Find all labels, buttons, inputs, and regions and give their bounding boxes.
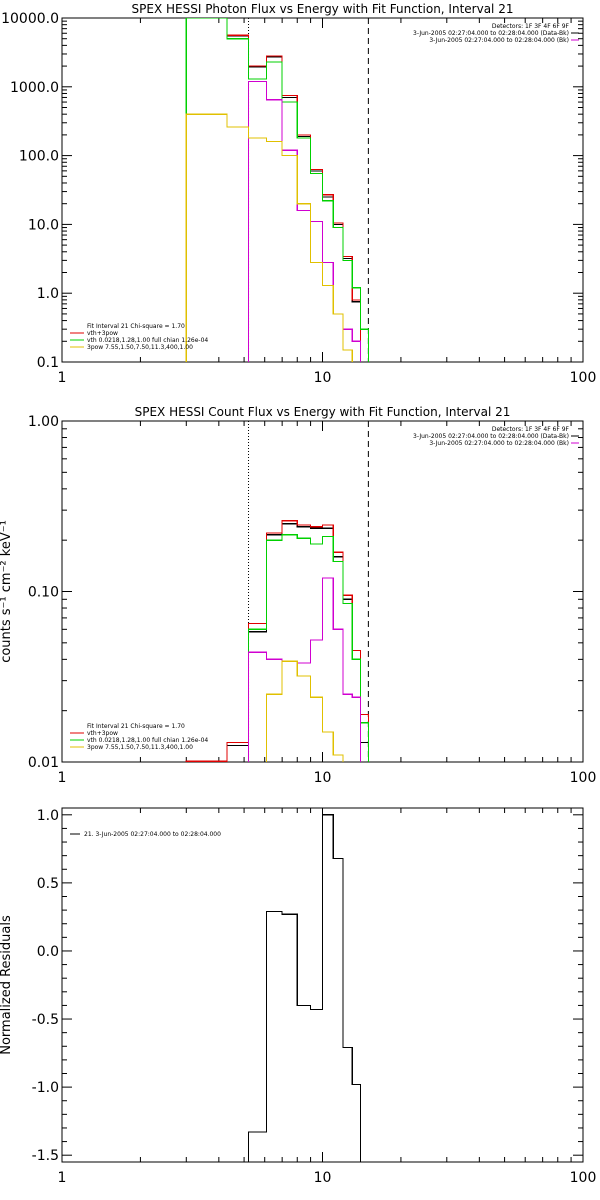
y-tick-label: 10.0 [28, 217, 59, 233]
panel-3: 1 10 100 -1.5 -1.0 -0.5 0.0 0.5 1.0 Normalized Re… [0, 807, 597, 1186]
series-4-line [247, 80, 362, 362]
legend-entry: Detectors: 1F 3F 4F 6F 9F [492, 426, 570, 433]
legend-entry: Fit Interval 21 Chi-square = 1.70 [87, 323, 185, 330]
chart-title: SPEX HESSI Count Flux vs Energy with Fit… [135, 405, 511, 419]
legend-entry: 3pow 7.55,1.50,7.50,11.3,400,1.00 [87, 744, 193, 751]
legend-entry: 21. 3-Jun-2005 02:27:04.000 to 02:28:04.… [84, 831, 221, 838]
series-4-line [247, 577, 362, 762]
y-tick-label: -0.5 [32, 1012, 59, 1028]
y-tick-label: 0.01 [28, 755, 59, 771]
legend-entry: 3-Jun-2005 02:27:04.000 to 02:28:04.000 … [429, 37, 569, 44]
x-tick-label: 1 [58, 770, 67, 786]
legend-entry: 3pow 7.55,1.50,7.50,11.3,400,1.00 [87, 344, 193, 351]
y-tick-label: 0.1 [37, 355, 59, 371]
series-1-line [247, 814, 369, 1162]
y-tick-label: -1.5 [32, 1148, 59, 1164]
x-tick-label: 1 [58, 1170, 67, 1186]
y-tick-label: 1.00 [28, 414, 59, 430]
chart-title: SPEX HESSI Photon Flux vs Energy with Fi… [132, 2, 514, 16]
legend-entry: Detectors: 1F 3F 4F 6F 9F [492, 23, 570, 30]
panel-1: SPEX HESSI Photon Flux vs Energy with Fi… [1, 2, 596, 386]
legend-entry: 3-Jun-2005 02:27:04.000 to 02:28:04.000 … [413, 433, 569, 440]
legend-entry: 3-Jun-2005 02:27:04.000 to 02:28:04.000 … [429, 440, 569, 447]
y-tick-label: 10000.0 [1, 11, 59, 27]
legend-entry: vth 0.0218,1.28,1.00 full chian 1.26e-04 [87, 337, 208, 344]
series-5-line [266, 660, 344, 762]
y-axis-label: Normalized Residuals [0, 915, 14, 1055]
y-axis-label: counts s⁻¹ cm⁻² keV⁻¹ [0, 520, 14, 663]
y-tick-label: 1.0 [37, 286, 59, 302]
x-tick-label: 100 [570, 770, 597, 786]
series-2-line [185, 18, 362, 362]
x-tick-label: 10 [314, 770, 332, 786]
y-tick-label: 0.0 [37, 944, 59, 960]
y-tick-label: 1.0 [37, 808, 59, 824]
legend-entry: vth+3pow [87, 330, 118, 337]
legend-entry: vth 0.0218,1.28,1.00 full chian 1.26e-04 [87, 737, 208, 744]
x-tick-label: 100 [570, 1170, 597, 1186]
y-tick-label: 1000.0 [10, 80, 59, 96]
y-tick-label: 0.5 [37, 876, 59, 892]
series-3-line [185, 18, 369, 362]
series-3-line [247, 534, 369, 762]
x-tick-label: 10 [314, 370, 332, 386]
series-5-line [185, 113, 353, 362]
legend-entry: 3-Jun-2005 02:27:04.000 to 02:28:04.000 … [413, 30, 569, 37]
legend-entry: vth+3pow [87, 730, 118, 737]
x-tick-label: 100 [570, 370, 597, 386]
y-tick-label: 100.0 [19, 149, 59, 165]
legend-entry: Fit Interval 21 Chi-square = 1.70 [87, 723, 185, 730]
series-1-line [185, 18, 362, 362]
panel-2: SPEX HESSI Count Flux vs Energy with Fit… [0, 405, 596, 786]
y-tick-label: 0.10 [28, 585, 59, 601]
x-tick-label: 10 [314, 1170, 332, 1186]
series-1-line [185, 523, 369, 762]
y-tick-label: -1.0 [32, 1080, 59, 1096]
x-tick-label: 1 [58, 370, 67, 386]
